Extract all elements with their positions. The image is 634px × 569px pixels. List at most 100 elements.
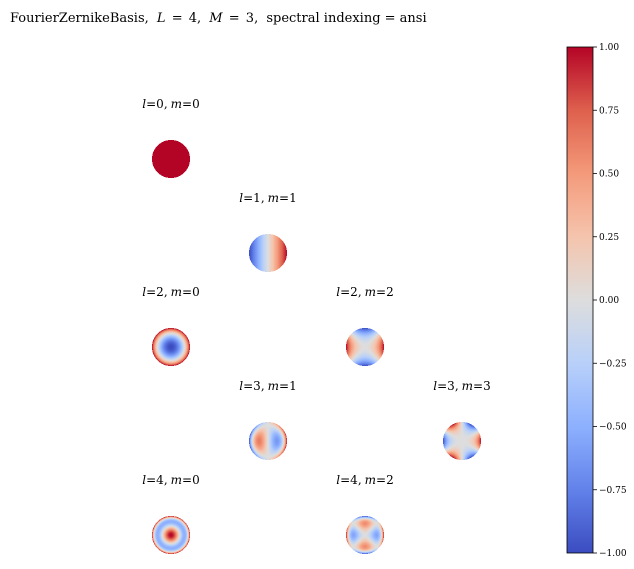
panel-label: l=4, m=2 [336,473,393,487]
panel-label-l-var: l [142,97,146,111]
basis-heatmap-disk [152,328,190,366]
title-M-var: M [208,11,223,26]
panel-label-sep: , [164,473,168,487]
panel-label-l-value: 2 [350,285,358,299]
colorbar-tick-label: 0.25 [599,233,619,243]
panel-label-m-value: 0 [192,285,200,299]
panel-label-l-var: l [142,285,146,299]
panel-label-l-value: 4 [156,473,164,487]
title-L-var: L [156,11,166,26]
panel-label-m-var: m [268,379,279,393]
title-M-value: 3, [246,11,258,26]
panel-label-l-value: 3 [253,379,261,393]
panel-label-sep: , [261,191,265,205]
basis-heatmap-disk [152,516,190,554]
panel-label-m-value: 1 [289,379,297,393]
title-indexing: spectral indexing = ansi [266,11,426,26]
basis-heatmap-disk [346,516,384,554]
colorbar: 1.00 0.75 0.50 0.25 0.00 −0.25 −0.50 −0.75 −1.00 [566,43,627,559]
panel-label: l=0, m=0 [142,97,199,111]
panel-label-m-value: 0 [192,97,200,111]
title-M-eq: = [229,11,240,26]
panel-label-eq: = [279,379,289,393]
panel-label: l=3, m=1 [239,379,296,393]
panel-label-sep: , [358,473,362,487]
panel-label-eq: = [279,191,289,205]
colorbar-gradient [566,46,594,554]
panel-label-m-value: 2 [386,285,394,299]
panel-label-m-value: 2 [386,473,394,487]
panel-label-sep: , [358,285,362,299]
basis-panel-l3-m1: l=3, m=1 [239,379,297,460]
panel-label-m-var: m [171,285,182,299]
panel-label-l-var: l [336,473,340,487]
basis-panel-l1-m1: l=1, m=1 [239,191,297,272]
basis-heatmap-disk [249,422,287,460]
panel-label-eq: = [146,473,156,487]
colorbar-tick-label: 0.00 [599,296,619,306]
panel-label-sep: , [164,97,168,111]
panel-label-eq: = [243,379,253,393]
panel-label-l-var: l [142,473,146,487]
panel-label-eq: = [340,473,350,487]
panel-label: l=2, m=2 [336,285,393,299]
panel-label: l=4, m=0 [142,473,199,487]
title-name: FourierZernikeBasis, [10,11,149,26]
basis-heatmap-disk [346,328,384,366]
basis-panels: l=0, m=0l=1, m=1l=2, m=0 l=2, m=2l=3, m=1 l=3, m… [142,97,491,554]
panel-label-eq: = [182,285,192,299]
basis-heatmap-disk [152,140,190,178]
panel-label-eq: = [243,191,253,205]
panel-label: l=3, m=3 [433,379,490,393]
panel-label-l-var: l [433,379,437,393]
basis-panel-l2-m2: l=2, m=2 [336,285,394,366]
title-L-eq: = [172,11,183,26]
panel-label-l-value: 3 [447,379,455,393]
colorbar-tick-label: −1.00 [599,549,627,559]
panel-label-sep: , [261,379,265,393]
panel-label-eq: = [376,285,386,299]
basis-panel-l0-m0: l=0, m=0 [142,97,200,178]
panel-label-eq: = [376,473,386,487]
panel-label-m-var: m [462,379,473,393]
panel-label-l-var: l [239,379,243,393]
panel-label-l-value: 1 [253,191,261,205]
panel-label: l=2, m=0 [142,285,199,299]
panel-label-l-var: l [336,285,340,299]
colorbar-tick-label: −0.75 [599,486,627,496]
panel-label-eq: = [146,97,156,111]
panel-label-eq: = [182,473,192,487]
panel-label-eq: = [437,379,447,393]
basis-panel-l3-m3: l=3, m=3 [433,379,491,460]
colorbar-tick-label: 0.75 [599,106,619,116]
panel-label-m-var: m [365,473,376,487]
panel-label-m-value: 3 [483,379,491,393]
colorbar-ticks: 1.00 0.75 0.50 0.25 0.00 −0.25 −0.50 −0.75 −1.00 [593,43,627,559]
colorbar-tick-label: −0.50 [599,423,627,433]
basis-panel-l4-m2: l=4, m=2 [336,473,394,554]
basis-panel-l2-m0: l=2, m=0 [142,285,200,366]
panel-label-sep: , [164,285,168,299]
panel-label-eq: = [473,379,483,393]
colorbar-tick-label: 0.50 [599,170,619,180]
basis-heatmap-disk [249,234,287,272]
panel-label-eq: = [182,97,192,111]
panel-label-m-var: m [171,473,182,487]
panel-label-m-var: m [268,191,279,205]
panel-label-m-var: m [171,97,182,111]
panel-label-eq: = [340,285,350,299]
panel-label-m-var: m [365,285,376,299]
panel-label: l=1, m=1 [239,191,296,205]
title-L-value: 4, [189,11,201,26]
panel-label-eq: = [146,285,156,299]
panel-label-l-value: 4 [350,473,358,487]
panel-label-m-value: 1 [289,191,297,205]
panel-label-l-var: l [239,191,243,205]
panel-label-sep: , [455,379,459,393]
panel-label-l-value: 0 [156,97,164,111]
panel-label-m-value: 0 [192,473,200,487]
basis-panel-l4-m0: l=4, m=0 [142,473,200,554]
panel-label-l-value: 2 [156,285,164,299]
figure-title: FourierZernikeBasis, L = 4, M = 3, spect… [10,11,427,26]
